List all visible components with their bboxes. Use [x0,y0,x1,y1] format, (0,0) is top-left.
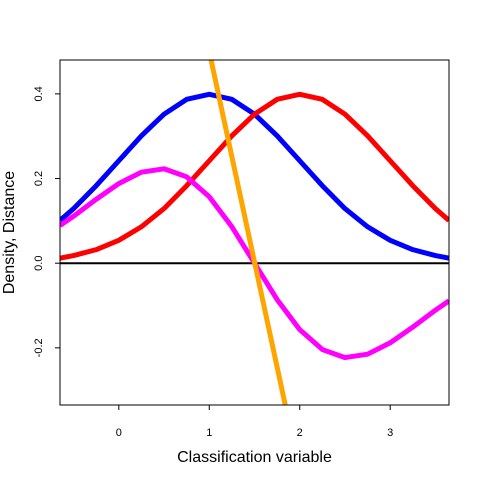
y-tick-label: 0.0 [33,256,45,271]
y-axis-title: Density, Distance [1,171,18,294]
y-tick-label: -0.2 [33,338,45,357]
x-tick-label: 1 [206,427,212,439]
x-tick-label: 0 [116,427,122,439]
x-axis-title: Classification variable [177,449,332,466]
y-tick-label: 0.2 [33,171,45,186]
y-tick-label: 0.4 [33,86,45,101]
x-tick-label: 2 [297,427,303,439]
x-tick-label: 3 [387,427,393,439]
